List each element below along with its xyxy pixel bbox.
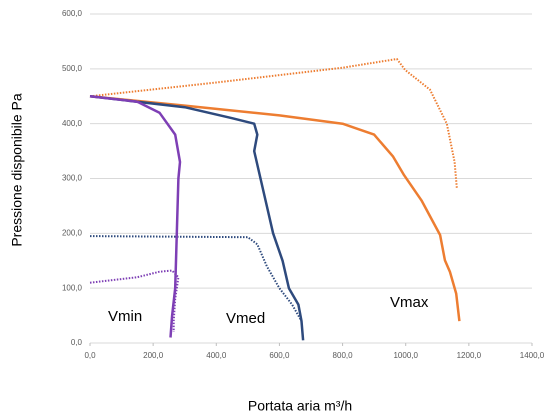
y-axis-title: Pressione disponibile Pa <box>9 93 25 247</box>
y-tick-label: 500,0 <box>62 64 83 73</box>
y-tick-label: 300,0 <box>62 174 83 183</box>
y-tick-label: 600,0 <box>62 9 83 18</box>
x-tick-label: 200,0 <box>143 351 164 360</box>
x-tick-label: 800,0 <box>333 351 354 360</box>
annotation: Vmax <box>390 294 429 311</box>
series-line <box>89 95 305 341</box>
series-line <box>89 95 461 322</box>
annotation: Vmin <box>108 308 142 325</box>
x-tick-label: 400,0 <box>206 351 227 360</box>
x-tick-label: 1200,0 <box>457 351 482 360</box>
x-tick-label: 600,0 <box>269 351 290 360</box>
x-tick-label: 0,0 <box>84 351 96 360</box>
series-line <box>89 95 182 338</box>
annotation: Vmed <box>226 310 265 327</box>
y-tick-label: 100,0 <box>62 283 83 292</box>
y-tick-label: 400,0 <box>62 119 83 128</box>
series-line <box>89 58 458 189</box>
x-tick-label: 1400,0 <box>520 351 545 360</box>
y-tick-label: 0,0 <box>71 338 83 347</box>
x-tick-label: 1000,0 <box>393 351 418 360</box>
x-axis-title: Portata aria m³/h <box>248 398 352 414</box>
y-tick-label: 200,0 <box>62 228 83 237</box>
series-line <box>89 269 180 332</box>
